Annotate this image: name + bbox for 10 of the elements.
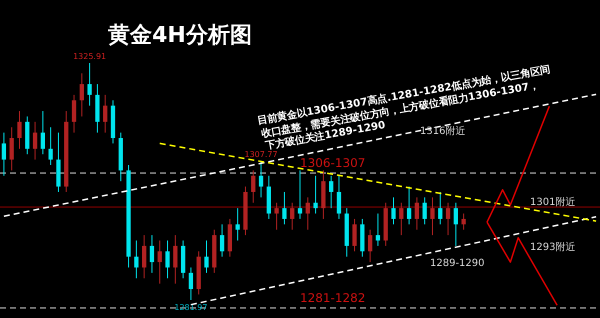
text: 1307.77 [244, 150, 278, 159]
chart-title: 黄金4H分析图 [107, 23, 252, 48]
annotation: 1316附近 [420, 125, 466, 137]
ref-line-label: 1281-1282 [300, 290, 366, 305]
ref-line-label: 1306-1307 [300, 156, 366, 170]
text: 1325.91 [73, 52, 106, 61]
annotation: 1293附近 [530, 241, 576, 253]
text: 1281.97 [174, 303, 208, 312]
annotation: 1289-1290 [430, 258, 485, 269]
annotation: 1301附近 [530, 196, 576, 208]
